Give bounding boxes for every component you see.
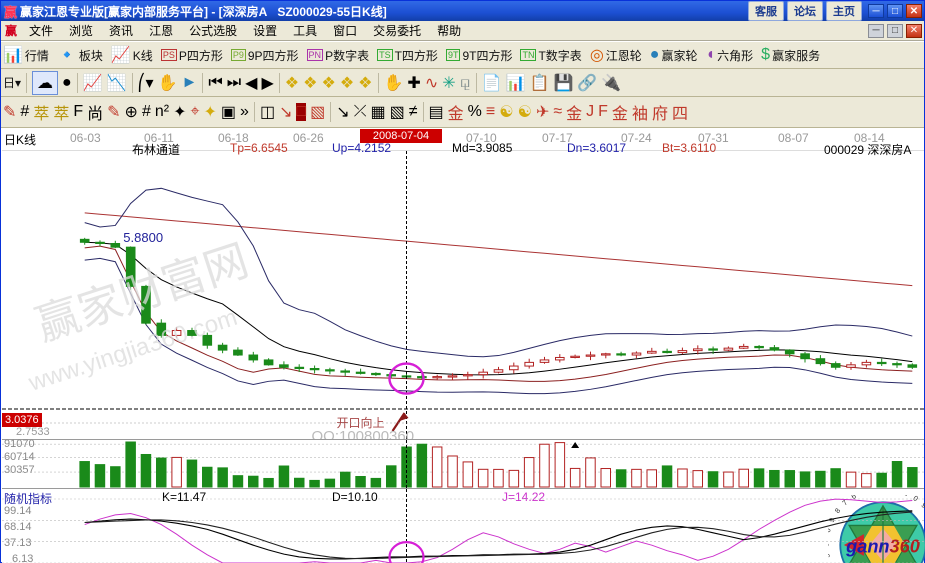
svg-text:QQ:100800360: QQ:100800360 [312, 428, 415, 439]
svg-text:5.8800: 5.8800 [123, 230, 163, 245]
